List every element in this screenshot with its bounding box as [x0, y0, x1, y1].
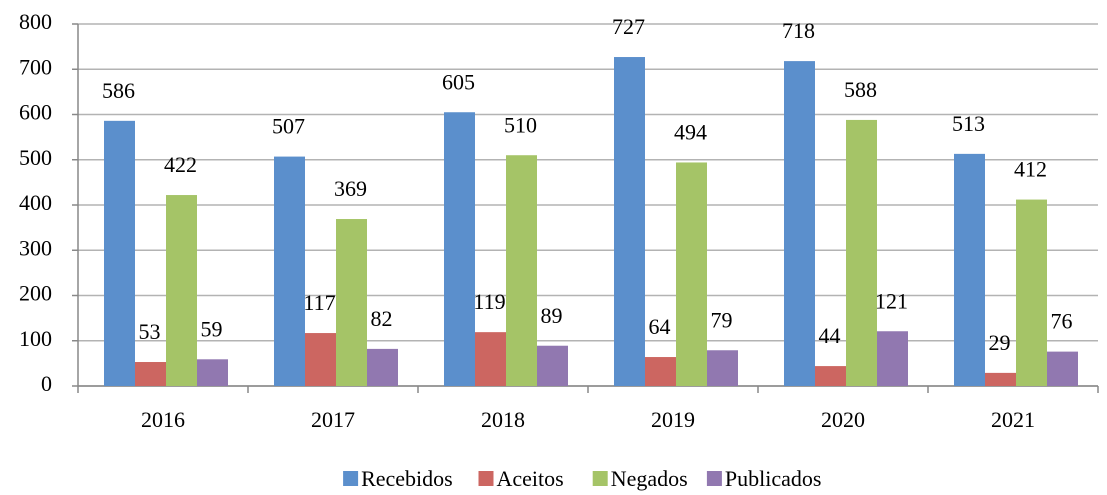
- data-label: 586: [102, 78, 135, 103]
- data-label: 510: [504, 112, 537, 137]
- data-label: 29: [989, 330, 1011, 355]
- data-label: 605: [442, 69, 475, 94]
- bar: [506, 155, 537, 386]
- data-label: 82: [371, 306, 393, 331]
- data-label: 507: [272, 114, 305, 139]
- legend-swatch: [706, 471, 722, 486]
- bar: [707, 350, 738, 386]
- data-label: 422: [164, 152, 197, 177]
- bar: [985, 372, 1016, 386]
- y-tick-label: 500: [19, 145, 52, 170]
- legend-swatch: [592, 471, 608, 486]
- y-tick-label: 0: [41, 371, 52, 396]
- bar: [846, 119, 877, 387]
- data-label: 79: [711, 307, 733, 332]
- legend-label: Aceitos: [497, 466, 564, 491]
- y-tick-label: 600: [19, 100, 52, 125]
- bar: [614, 57, 645, 386]
- bar: [1047, 351, 1078, 386]
- y-tick-label: 200: [19, 281, 52, 306]
- data-label: 76: [1051, 309, 1073, 334]
- bar: [815, 366, 846, 386]
- bar: [166, 195, 197, 386]
- x-tick-label: 2021: [991, 407, 1035, 432]
- x-tick-label: 2018: [481, 407, 525, 432]
- x-tick-label: 2019: [651, 407, 695, 432]
- bar: [367, 348, 398, 386]
- data-label: 727: [612, 14, 645, 39]
- y-tick-label: 800: [19, 9, 52, 34]
- legend-label: Publicados: [725, 466, 822, 491]
- bar: [135, 362, 166, 386]
- bar: [954, 153, 985, 386]
- bar: [1016, 199, 1047, 386]
- bar: [336, 219, 367, 386]
- bar: [877, 331, 908, 386]
- bar: [475, 332, 506, 386]
- data-label: 412: [1014, 157, 1047, 182]
- data-label: 117: [303, 290, 335, 315]
- data-label: 64: [649, 314, 671, 339]
- y-tick-label: 300: [19, 235, 52, 260]
- bar: [645, 357, 676, 386]
- bar: [537, 345, 568, 386]
- legend-label: Negados: [611, 466, 688, 491]
- data-label: 59: [201, 316, 223, 341]
- x-tick-label: 2017: [311, 407, 355, 432]
- data-label: 44: [819, 323, 841, 348]
- data-label: 369: [334, 176, 367, 201]
- bar: [676, 162, 707, 386]
- data-label: 588: [844, 77, 877, 102]
- data-label: 718: [782, 18, 815, 43]
- data-label: 89: [541, 303, 563, 328]
- legend-swatch: [478, 471, 494, 486]
- bar: [274, 156, 305, 386]
- y-tick-label: 700: [19, 54, 52, 79]
- x-tick-label: 2016: [141, 407, 185, 432]
- data-label: 119: [473, 289, 505, 314]
- y-tick-label: 400: [19, 190, 52, 215]
- bar: [197, 359, 228, 386]
- x-tick-label: 2020: [821, 407, 865, 432]
- legend-swatch: [343, 471, 359, 486]
- data-label: 494: [674, 120, 707, 145]
- legend-label: Recebidos: [361, 466, 453, 491]
- data-label: 53: [139, 319, 161, 344]
- bar: [104, 120, 135, 387]
- bar: [784, 61, 815, 386]
- data-label: 513: [952, 111, 985, 136]
- data-label: 121: [875, 288, 908, 313]
- bar: [444, 112, 475, 387]
- bar: [305, 333, 336, 386]
- y-tick-label: 100: [19, 326, 52, 351]
